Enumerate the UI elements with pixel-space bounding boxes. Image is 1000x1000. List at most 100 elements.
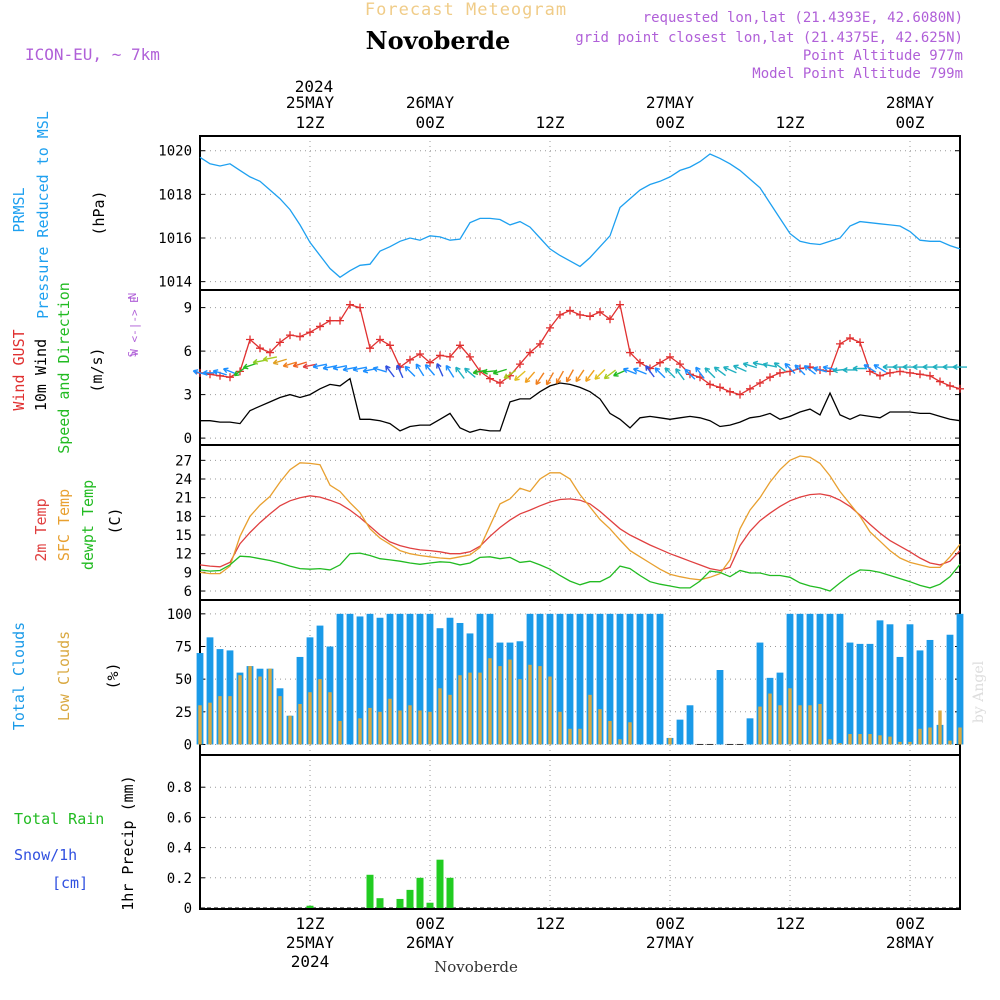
low-cloud-bar (518, 679, 522, 745)
clouds-axis-titles: Total Clouds Low Clouds (%) (10, 622, 122, 730)
bottom-time-label: 12Z (536, 914, 565, 933)
y-tick-label: 0 (184, 737, 192, 753)
gust-marker (376, 335, 384, 344)
low-cloud-bar (308, 692, 312, 745)
wind-direction-arrow (404, 365, 416, 377)
gust-marker (726, 387, 734, 396)
gust-marker (516, 360, 524, 369)
low-cloud-bar (358, 718, 362, 745)
wind-direction-arrow (372, 366, 387, 373)
low-cloud-bar (908, 741, 912, 745)
watermark: by Angel (971, 660, 987, 723)
total-cloud-bar (886, 624, 894, 745)
total-cloud-bar (746, 718, 754, 745)
gust-marker (736, 390, 744, 399)
gust-marker (896, 367, 904, 376)
wind-direction-arrow (292, 361, 307, 368)
gust-marker (666, 352, 674, 361)
precip-panel: 0 0.2 0.4 0.6 0.8 (167, 754, 961, 917)
total-cloud-bar (926, 639, 934, 745)
gust-marker (356, 303, 364, 312)
top-time-label: 26MAY (406, 93, 455, 112)
gust-marker (226, 373, 234, 382)
low-cloud-bar (778, 705, 782, 745)
y-tick-label: 1020 (158, 144, 192, 160)
temp-unit-label: (C) (106, 507, 124, 534)
gust-marker (836, 339, 844, 348)
wind-direction-arrow (302, 363, 318, 370)
wind-direction-arrow (852, 365, 867, 372)
requested-coords: requested lon,lat (21.4393E, 42.6080N) (643, 10, 963, 26)
wind-direction-arrow (524, 371, 536, 384)
low-clouds-label: Low Clouds (55, 631, 73, 721)
wind-direction-arrow (654, 367, 666, 379)
low-cloud-bar (378, 711, 382, 745)
gust-marker (906, 368, 914, 377)
gust-marker (426, 358, 434, 367)
wind-direction-arrow (803, 365, 817, 375)
low-cloud-bar (818, 703, 822, 745)
y-tick-label: 18 (175, 509, 192, 525)
low-cloud-bar (498, 666, 502, 745)
low-cloud-bar (928, 727, 932, 745)
wind-direction-arrow (733, 364, 747, 372)
wind-direction-arrow (952, 364, 967, 371)
wind-direction-arrow (684, 368, 696, 380)
wind-direction-arrow (675, 368, 685, 381)
wind-direction-arrow (613, 369, 627, 377)
rain-bar (426, 902, 434, 908)
total-cloud-bar (806, 613, 814, 745)
gust-marker (526, 348, 534, 357)
rain-bar (406, 889, 414, 908)
top-year-label: 2024 (295, 77, 334, 96)
total-cloud-bar (676, 719, 684, 745)
total-cloud-bar (436, 628, 444, 745)
total-cloud-bar (896, 656, 904, 745)
low-cloud-bar (858, 734, 862, 745)
total-cloud-bar (206, 637, 214, 745)
low-cloud-bar (888, 736, 892, 745)
low-cloud-bar (598, 709, 602, 745)
wind-direction-arrow (514, 370, 526, 382)
total-cloud-bar (336, 613, 344, 745)
low-cloud-bar (548, 676, 552, 745)
wind-direction-arrow (645, 365, 655, 378)
y-tick-label: 25 (175, 705, 192, 721)
wind-direction-arrow (723, 366, 737, 374)
wind-direction-arrow (322, 364, 338, 371)
total-cloud-bar (916, 650, 924, 745)
total-cloud-bar (446, 617, 454, 745)
pressure-axis-titles: PRMSL Pressure Reduced to MSL (hPa) (10, 111, 108, 319)
pressure-msl-label: Pressure Reduced to MSL (34, 111, 52, 319)
wind-direction-arrow (742, 361, 757, 369)
low-cloud-bar (338, 720, 342, 745)
gust-marker (456, 341, 464, 350)
wind-direction-arrow (555, 370, 565, 384)
wind-direction-arrow (773, 362, 787, 372)
total-cloud-bar (956, 613, 964, 745)
wind-direction-arrow (545, 372, 555, 386)
bottom-time-label: 25MAY (286, 933, 335, 952)
wind-direction-arrow (482, 368, 498, 375)
rain-bar (396, 898, 404, 908)
low-cloud-bar (578, 728, 582, 745)
total-cloud-bar (306, 637, 314, 745)
low-cloud-bar (318, 679, 322, 745)
bottom-time-label: 00Z (656, 914, 685, 933)
gust-marker (336, 316, 344, 325)
wind-direction-arrow (396, 364, 404, 379)
bottom-time-label: 12Z (776, 914, 805, 933)
total-cloud-bar (406, 613, 414, 745)
temp-sfc-line (199, 455, 961, 581)
top-time-label: 00Z (656, 113, 685, 132)
gust-marker (596, 307, 604, 316)
gust-marker (286, 331, 294, 340)
total-cloud-bar (346, 613, 354, 745)
wind-panel: 0 3 6 9 (184, 289, 967, 447)
total-cloud-bar (846, 642, 854, 745)
bottom-time-label: 28MAY (886, 933, 935, 952)
temperature-axis-titles: 2m Temp SFC Temp dewpt Temp (C) (32, 480, 124, 570)
low-cloud-bar (418, 710, 422, 745)
wind-direction-arrow (464, 367, 476, 378)
